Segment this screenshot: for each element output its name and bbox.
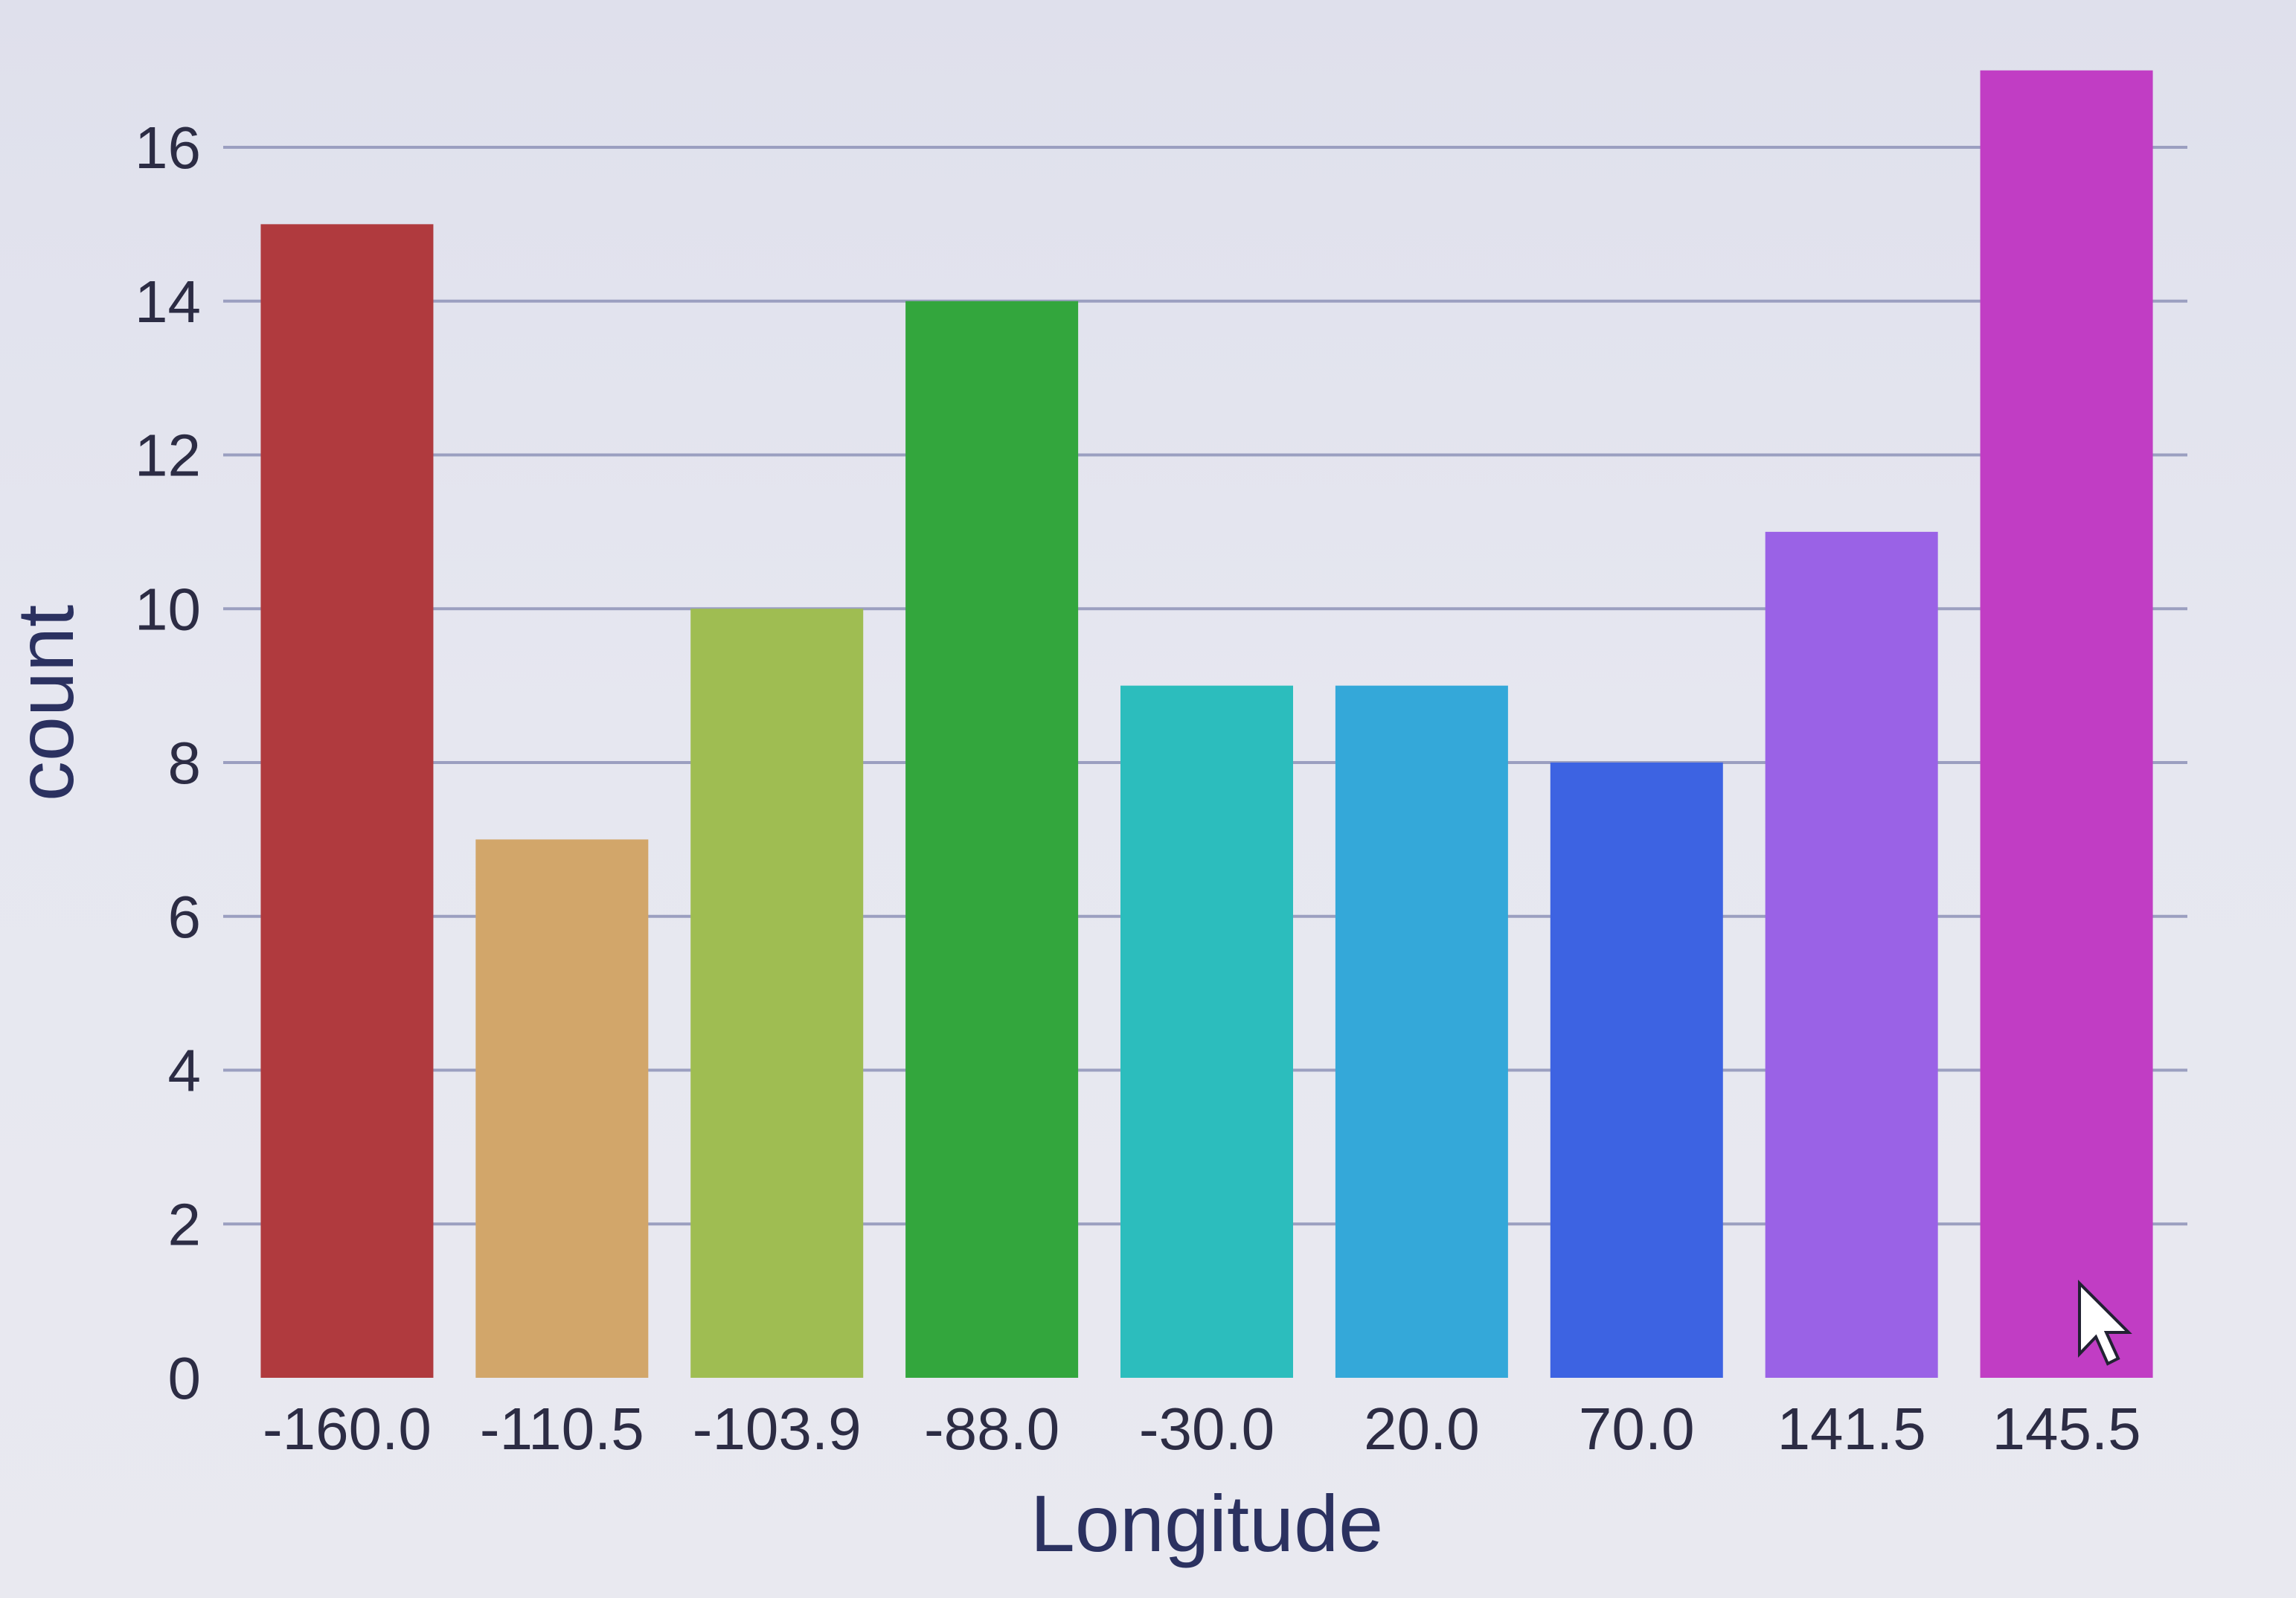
- x-tick-label: -110.5: [480, 1396, 644, 1462]
- bar: [1120, 685, 1293, 1378]
- bar: [1980, 70, 2153, 1378]
- y-tick-label: 4: [168, 1038, 202, 1104]
- x-tick-label: -30.0: [1139, 1396, 1274, 1462]
- x-tick-label: 20.0: [1364, 1396, 1480, 1462]
- y-tick-label: 10: [135, 576, 201, 642]
- x-axis-title: Longitude: [1030, 1478, 1383, 1568]
- y-tick-label: 12: [135, 423, 201, 489]
- y-tick-label: 6: [168, 884, 202, 950]
- bar: [1765, 531, 1938, 1378]
- y-tick-labels: 0 2 4 6 8 10 12 14 16: [135, 115, 201, 1411]
- bar: [1550, 763, 1723, 1378]
- y-tick-label: 0: [168, 1345, 202, 1411]
- arrow-pointer-icon: [2078, 1280, 2132, 1366]
- x-tick-label: 70.0: [1579, 1396, 1695, 1462]
- y-tick-label: 2: [168, 1191, 202, 1257]
- bar: [905, 301, 1079, 1378]
- bars: [260, 70, 2153, 1378]
- y-tick-label: 16: [135, 115, 201, 181]
- y-tick-label: 8: [168, 730, 202, 796]
- y-axis-title: count: [0, 605, 90, 801]
- x-tick-label: -160.0: [263, 1396, 432, 1462]
- x-tick-label: -88.0: [924, 1396, 1059, 1462]
- y-tick-label: 14: [135, 269, 201, 335]
- x-tick-labels: -160.0 -110.5 -103.9 -88.0 -30.0 20.0 70.0 141.…: [263, 1396, 2141, 1462]
- x-tick-label: 141.5: [1777, 1396, 1926, 1462]
- bar: [690, 609, 864, 1378]
- bar: [475, 839, 649, 1378]
- x-tick-label: -103.9: [693, 1396, 862, 1462]
- x-tick-label: 145.5: [1992, 1396, 2141, 1462]
- bar: [260, 224, 434, 1378]
- bar: [1335, 685, 1508, 1378]
